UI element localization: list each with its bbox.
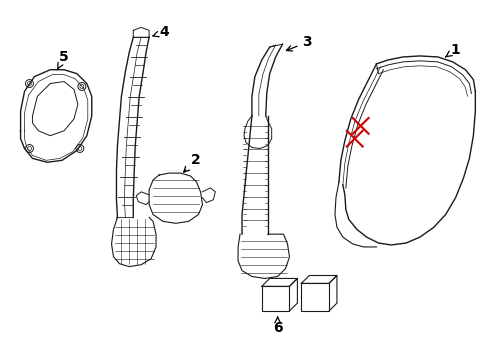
Text: 6: 6	[272, 317, 282, 335]
Text: 5: 5	[57, 50, 69, 69]
Text: 1: 1	[445, 43, 460, 57]
Text: 2: 2	[183, 153, 200, 172]
Text: 4: 4	[153, 25, 168, 39]
Text: 3: 3	[286, 35, 311, 51]
